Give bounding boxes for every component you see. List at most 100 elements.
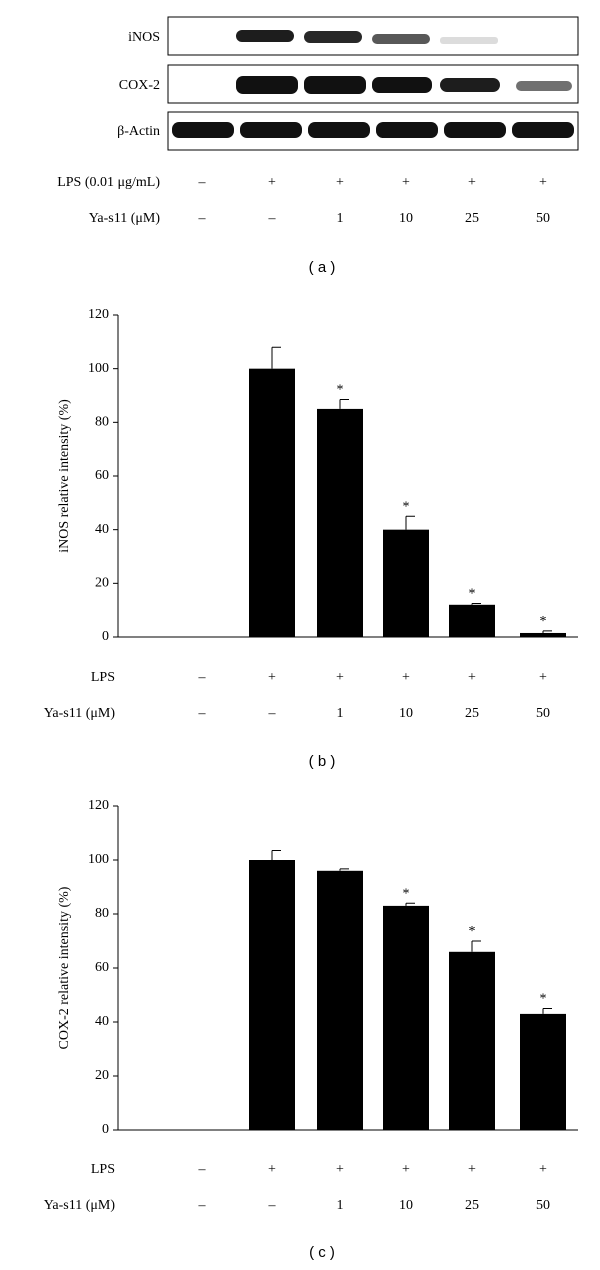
significance-mark: * — [403, 499, 410, 514]
bar — [249, 860, 295, 1130]
band — [516, 81, 572, 91]
x-tick-label: 1 — [337, 706, 344, 721]
x-tick-label: – — [198, 706, 207, 721]
lps-mark: – — [198, 1162, 207, 1177]
row-label: Ya-s11 (μM) — [44, 1198, 116, 1213]
dose-label: 1 — [337, 211, 344, 226]
band-label: β-Actin — [117, 124, 160, 139]
x-tick-label: 50 — [536, 1198, 550, 1213]
lps-mark: + — [402, 670, 410, 685]
blot-frame — [167, 16, 579, 56]
bar — [449, 951, 495, 1130]
y-tick-label: 60 — [95, 468, 109, 483]
lps-mark: + — [468, 670, 476, 685]
panel-label: ( a ) — [309, 259, 336, 276]
y-tick-label: 100 — [88, 361, 109, 376]
error-bar — [339, 399, 349, 409]
dose-label: 25 — [465, 211, 479, 226]
lps-mark: + — [336, 175, 344, 190]
blot-frame — [167, 111, 579, 151]
lps-mark: + — [268, 175, 276, 190]
bar — [520, 632, 566, 637]
bar — [249, 368, 295, 637]
row-label: LPS — [91, 670, 115, 685]
error-bar — [271, 346, 281, 369]
y-tick-label: 120 — [88, 798, 109, 813]
band-label: iNOS — [128, 30, 160, 45]
band — [236, 76, 298, 94]
error-bar — [542, 630, 552, 633]
band — [372, 77, 432, 93]
lps-mark: + — [336, 1162, 344, 1177]
x-tick-label: 10 — [399, 1198, 413, 1213]
band — [236, 30, 294, 42]
dose-label: 10 — [399, 211, 413, 226]
y-tick-label: 80 — [95, 415, 109, 430]
y-axis-label: iNOS relative intensity (%) — [57, 399, 72, 553]
blot: iNOS COX-2 β-Actin LPS (0.01 μg/mL) Ya-s… — [57, 16, 579, 276]
error-bar — [405, 902, 415, 906]
lps-mark: + — [539, 670, 547, 685]
band — [240, 122, 302, 138]
row-label: LPS — [91, 1162, 115, 1177]
band — [172, 122, 234, 138]
bar — [520, 1013, 566, 1130]
lps-mark: + — [539, 1162, 547, 1177]
band — [376, 122, 438, 138]
x-tick-label: – — [268, 1198, 277, 1213]
lps-mark: + — [468, 175, 476, 190]
lps-mark: + — [468, 1162, 476, 1177]
y-tick-label: 0 — [102, 1122, 109, 1137]
y-tick-label: 40 — [95, 522, 109, 537]
significance-mark: * — [540, 614, 547, 629]
dose-label: – — [268, 211, 277, 226]
x-tick-label: – — [268, 706, 277, 721]
x-tick-label: 1 — [337, 1198, 344, 1213]
row-label: LPS (0.01 μg/mL) — [57, 175, 160, 190]
bar — [317, 870, 363, 1130]
bar — [449, 604, 495, 637]
band — [372, 34, 430, 44]
band-label: COX-2 — [119, 78, 160, 93]
significance-mark: * — [337, 383, 344, 398]
lps-mark: – — [198, 175, 207, 190]
row-label: Ya-s11 (μM) — [44, 706, 116, 721]
band — [512, 122, 574, 138]
lps-mark: + — [268, 670, 276, 685]
row-label: Ya-s11 (μM) — [89, 211, 161, 226]
lps-mark: + — [402, 1162, 410, 1177]
x-tick-label: 10 — [399, 706, 413, 721]
lps-mark: + — [268, 1162, 276, 1177]
bar — [383, 905, 429, 1130]
lps-mark: + — [336, 670, 344, 685]
bar — [317, 408, 363, 637]
band — [440, 78, 500, 92]
error-bar — [271, 850, 281, 860]
significance-mark: * — [469, 924, 476, 939]
error-bar — [471, 602, 481, 605]
lps-mark: + — [539, 175, 547, 190]
y-axis-label: COX-2 relative intensity (%) — [57, 886, 72, 1049]
x-tick-label: – — [198, 1198, 207, 1213]
y-tick-label: 0 — [102, 629, 109, 644]
error-bar — [339, 868, 349, 871]
significance-mark: * — [469, 587, 476, 602]
band — [304, 31, 362, 43]
error-bar — [471, 940, 481, 952]
panel-label: ( b ) — [309, 753, 336, 770]
bar — [383, 529, 429, 637]
dose-label: – — [198, 211, 207, 226]
error-bar — [542, 1008, 552, 1014]
lps-mark: + — [402, 175, 410, 190]
x-tick-label: 25 — [465, 1198, 479, 1213]
error-bar — [405, 515, 415, 530]
x-tick-label: 50 — [536, 706, 550, 721]
y-tick-label: 60 — [95, 960, 109, 975]
lps-mark: – — [198, 670, 207, 685]
blot-frame — [167, 64, 579, 104]
significance-mark: * — [403, 886, 410, 901]
band — [440, 37, 498, 44]
y-tick-label: 120 — [88, 307, 109, 322]
